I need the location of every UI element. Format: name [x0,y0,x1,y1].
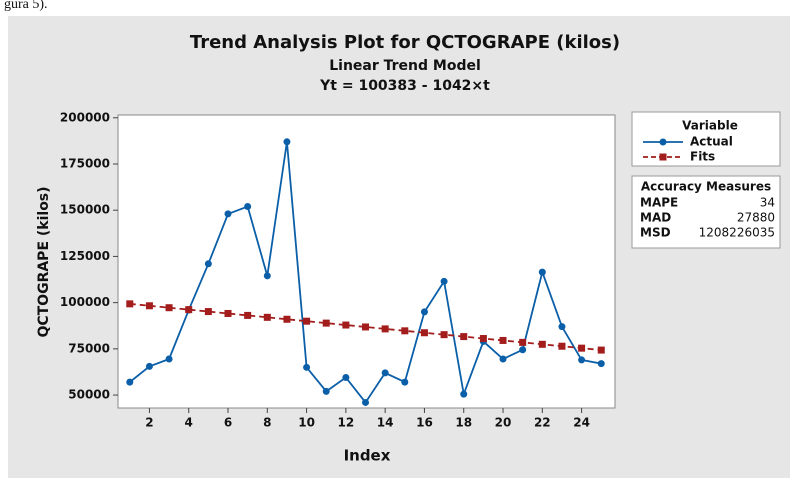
x-tick-label: 4 [185,416,193,430]
point [597,360,605,368]
point [362,323,370,331]
y-axis-label: QCTOGRAPE (kilos) [36,186,52,337]
point [145,302,153,310]
point [204,260,212,268]
point [224,210,232,218]
point [538,268,546,276]
point [460,390,468,398]
point [126,378,134,386]
point [479,335,487,343]
plot-area [117,114,616,409]
accuracy-name: MSD [640,226,671,240]
point [519,338,527,346]
legend-label: Fits [690,150,715,164]
point [165,355,173,363]
x-tick-label: 8 [263,416,271,430]
accuracy-value: 34 [760,196,775,210]
point [145,362,153,370]
accuracy-box [631,175,781,249]
point [322,387,330,395]
point [538,340,546,348]
point [283,315,291,323]
point [460,333,468,341]
point [303,317,311,325]
point [165,304,173,312]
point [322,319,330,327]
point [342,321,350,329]
x-tick-label: 22 [534,416,551,430]
point [381,369,389,377]
x-tick-label: 16 [416,416,433,430]
point [499,336,507,344]
point [440,331,448,339]
point [578,356,586,364]
point [558,323,566,331]
point [126,300,134,308]
legend-label: Actual [690,135,733,149]
legend-marker [659,138,667,146]
point [224,309,232,317]
point [558,342,566,350]
point [401,378,409,386]
chart-subtitle: Linear Trend Model [329,58,481,74]
accuracy-name: MAD [640,211,671,225]
x-tick-label: 12 [338,416,355,430]
point [381,325,389,333]
x-tick-label: 20 [495,416,512,430]
point [185,306,193,314]
x-axis-label: Index [344,447,391,465]
y-tick-label: 200000 [60,110,110,124]
x-tick-label: 2 [145,416,153,430]
point [440,277,448,285]
caption: gura 5). [4,0,48,12]
accuracy-value: 1208226035 [699,226,775,240]
y-tick-label: 50000 [68,388,110,402]
point [303,363,311,371]
point [244,203,252,211]
point [597,346,605,354]
legend-marker [659,153,667,161]
legend [631,111,781,167]
y-tick-label: 175000 [60,156,110,170]
chart-title: Trend Analysis Plot for QCTOGRAPE (kilos… [190,32,620,53]
accuracy-name: MAPE [640,196,678,210]
y-tick-label: 100000 [60,295,110,309]
accuracy-title: Accuracy Measures [641,180,771,194]
point [420,308,428,316]
point [362,398,370,406]
point [420,329,428,337]
x-tick-label: 10 [298,416,315,430]
point [263,313,271,321]
legend-title: Variable [682,119,738,133]
x-tick-label: 6 [224,416,232,430]
point [342,373,350,381]
y-tick-label: 125000 [60,249,110,263]
point [519,346,527,354]
point [499,355,507,363]
point [578,344,586,352]
x-tick-label: 24 [573,416,590,430]
y-tick-label: 75000 [68,341,110,355]
x-tick-label: 18 [455,416,472,430]
point [283,138,291,146]
equation: Yt = 100383 - 1042×t [319,78,490,94]
y-tick-label: 150000 [60,203,110,217]
accuracy-value: 27880 [737,211,775,225]
point [244,311,252,319]
point [204,308,212,316]
point [401,327,409,335]
point [263,272,271,280]
x-tick-label: 14 [377,416,394,430]
